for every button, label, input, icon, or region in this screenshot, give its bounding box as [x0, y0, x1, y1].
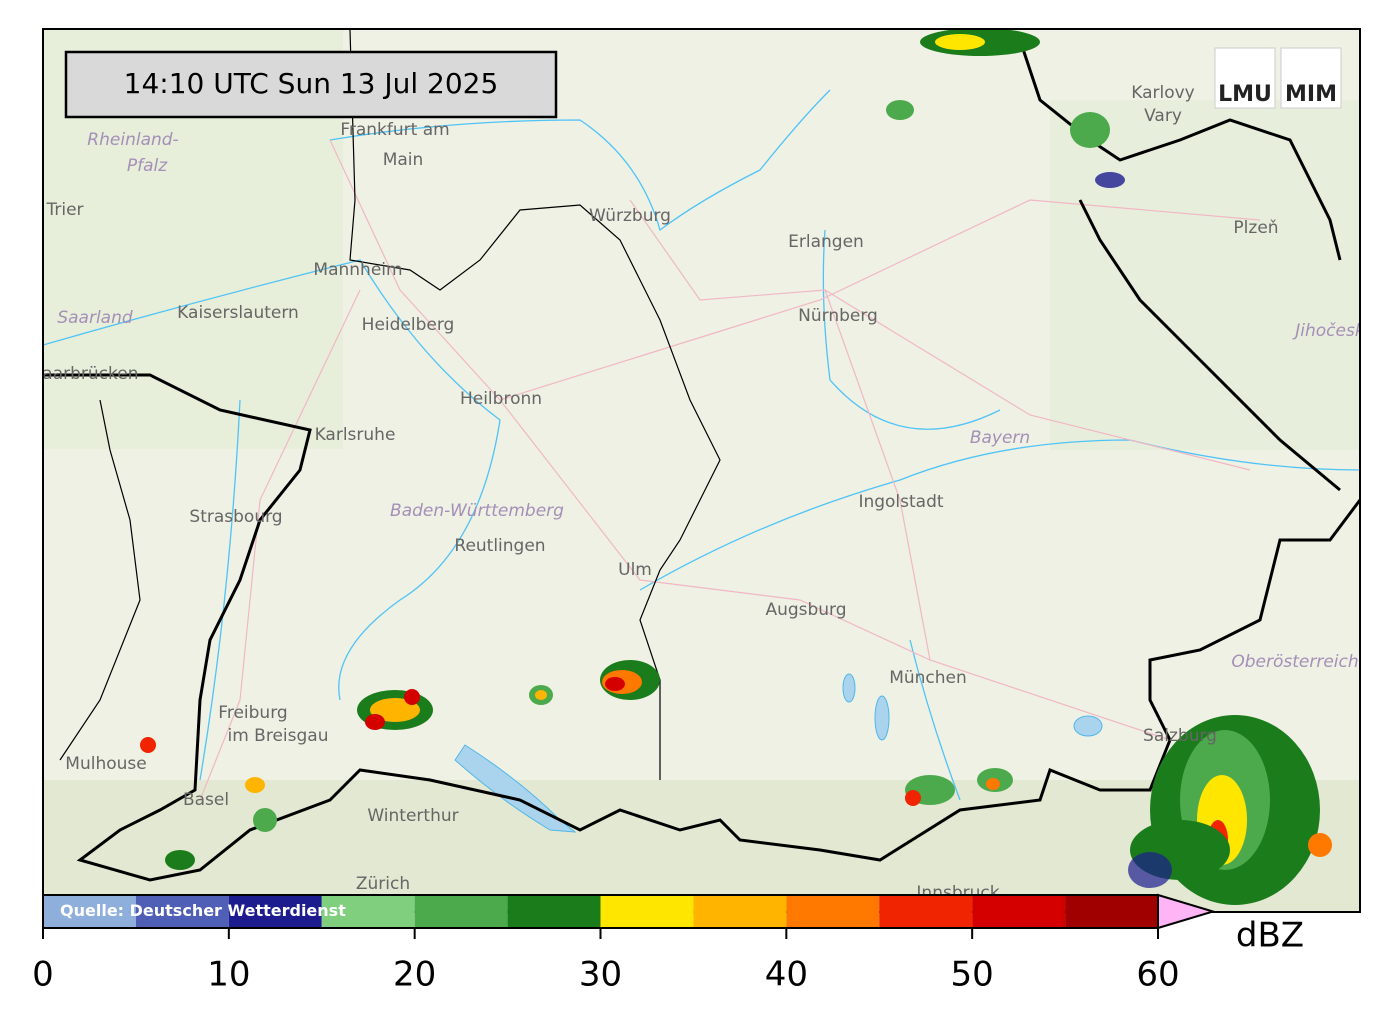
- region-label: Bayern: [970, 428, 1030, 448]
- region-label: Oberösterreich: [1231, 652, 1358, 672]
- place-label: Winterthur: [367, 806, 458, 826]
- place-label: Kaiserslautern: [177, 303, 299, 323]
- place-label: Trier: [45, 200, 83, 220]
- lake: [874, 695, 890, 741]
- place-label: Mulhouse: [65, 754, 146, 774]
- colorbar-tick-label: 50: [951, 955, 994, 995]
- colorbar-segment: [786, 895, 880, 928]
- colorbar-segment: [879, 895, 973, 928]
- region-label: Rheinland-: [87, 130, 178, 150]
- lake: [454, 744, 577, 833]
- place-label: Main: [383, 150, 424, 170]
- place-label: Heilbronn: [460, 389, 542, 409]
- colorbar-tick-label: 30: [579, 955, 622, 995]
- rivers: [43, 89, 1360, 801]
- timestamp: 14:10 UTC Sun 13 Jul 2025: [124, 67, 499, 100]
- place-label: Saarbrücken: [32, 364, 139, 384]
- colorbar-segment: [321, 895, 415, 928]
- borders: [43, 29, 1360, 882]
- region-label: Pfalz: [127, 156, 168, 176]
- region-label: Baden-Württemberg: [390, 501, 564, 521]
- place-label: Nürnberg: [798, 306, 878, 326]
- place-label: Freiburg: [218, 703, 287, 723]
- place-label: Salzburg: [1143, 726, 1217, 746]
- colorbar-segment: [1065, 895, 1158, 928]
- source-label: Quelle: Deutscher Wetterdienst: [60, 901, 346, 920]
- place-label: Ulm: [618, 560, 652, 580]
- terrain: [1050, 100, 1360, 450]
- place-label: München: [889, 668, 967, 688]
- colorbar-segment: [135, 895, 229, 928]
- logo-box: [1214, 47, 1276, 109]
- lake: [1073, 715, 1103, 737]
- place-label: Karlovy: [1131, 83, 1195, 103]
- place-label: im Breisgau: [228, 726, 329, 746]
- colorbar-tick-label: 60: [1136, 955, 1179, 995]
- place-label: Heidelberg: [362, 315, 455, 335]
- colorbar-segment: [414, 895, 508, 928]
- colorbar-segment: [228, 895, 322, 928]
- place-label: Strasbourg: [189, 507, 282, 527]
- logo-text: MIM: [1285, 82, 1337, 107]
- logo-box: [1280, 47, 1342, 109]
- place-label: Ingolstadt: [858, 492, 943, 512]
- place-label: Plzeň: [1233, 218, 1278, 238]
- colorbar-segment: [507, 895, 601, 928]
- lake: [842, 673, 856, 703]
- timestamp-box: [64, 50, 558, 119]
- colorbar-segment: [972, 895, 1066, 928]
- region-label: Saarland: [57, 308, 133, 328]
- place-label: Frankfurt am: [340, 120, 449, 140]
- radar-echoes: [140, 29, 1332, 905]
- colorbar-segment: [600, 895, 694, 928]
- place-label: Vary: [1144, 106, 1182, 126]
- colorbar-tick-label: 10: [207, 955, 250, 995]
- map-layer: Frankfurt am Main Trier Würzburg Erlangen Nür…: [32, 29, 1375, 912]
- place-label: Zürich: [356, 874, 410, 894]
- colorbar-tick-label: 40: [765, 955, 808, 995]
- colorbar: Quelle: Deutscher Wetterdienst 0 10 20 30 40 5…: [32, 893, 1217, 995]
- colorbar-segment: [43, 895, 136, 928]
- colorbar-tick-label: 20: [393, 955, 436, 995]
- roads: [199, 139, 1261, 801]
- colorbar-segment: [693, 895, 787, 928]
- place-label: Erlangen: [788, 232, 864, 252]
- colorbar-unit: dBZ: [1236, 916, 1304, 956]
- logo-text: LMU: [1218, 82, 1272, 107]
- colorbar-tick-label: 0: [32, 955, 54, 995]
- place-label: Basel: [183, 790, 229, 810]
- region-label: Jihočeský: [1292, 321, 1375, 341]
- place-label: Würzburg: [589, 206, 671, 226]
- place-label: Augsburg: [765, 600, 846, 620]
- place-label: Karlsruhe: [315, 425, 396, 445]
- place-label: Mannheim: [313, 260, 402, 280]
- place-label: Reutlingen: [454, 536, 545, 556]
